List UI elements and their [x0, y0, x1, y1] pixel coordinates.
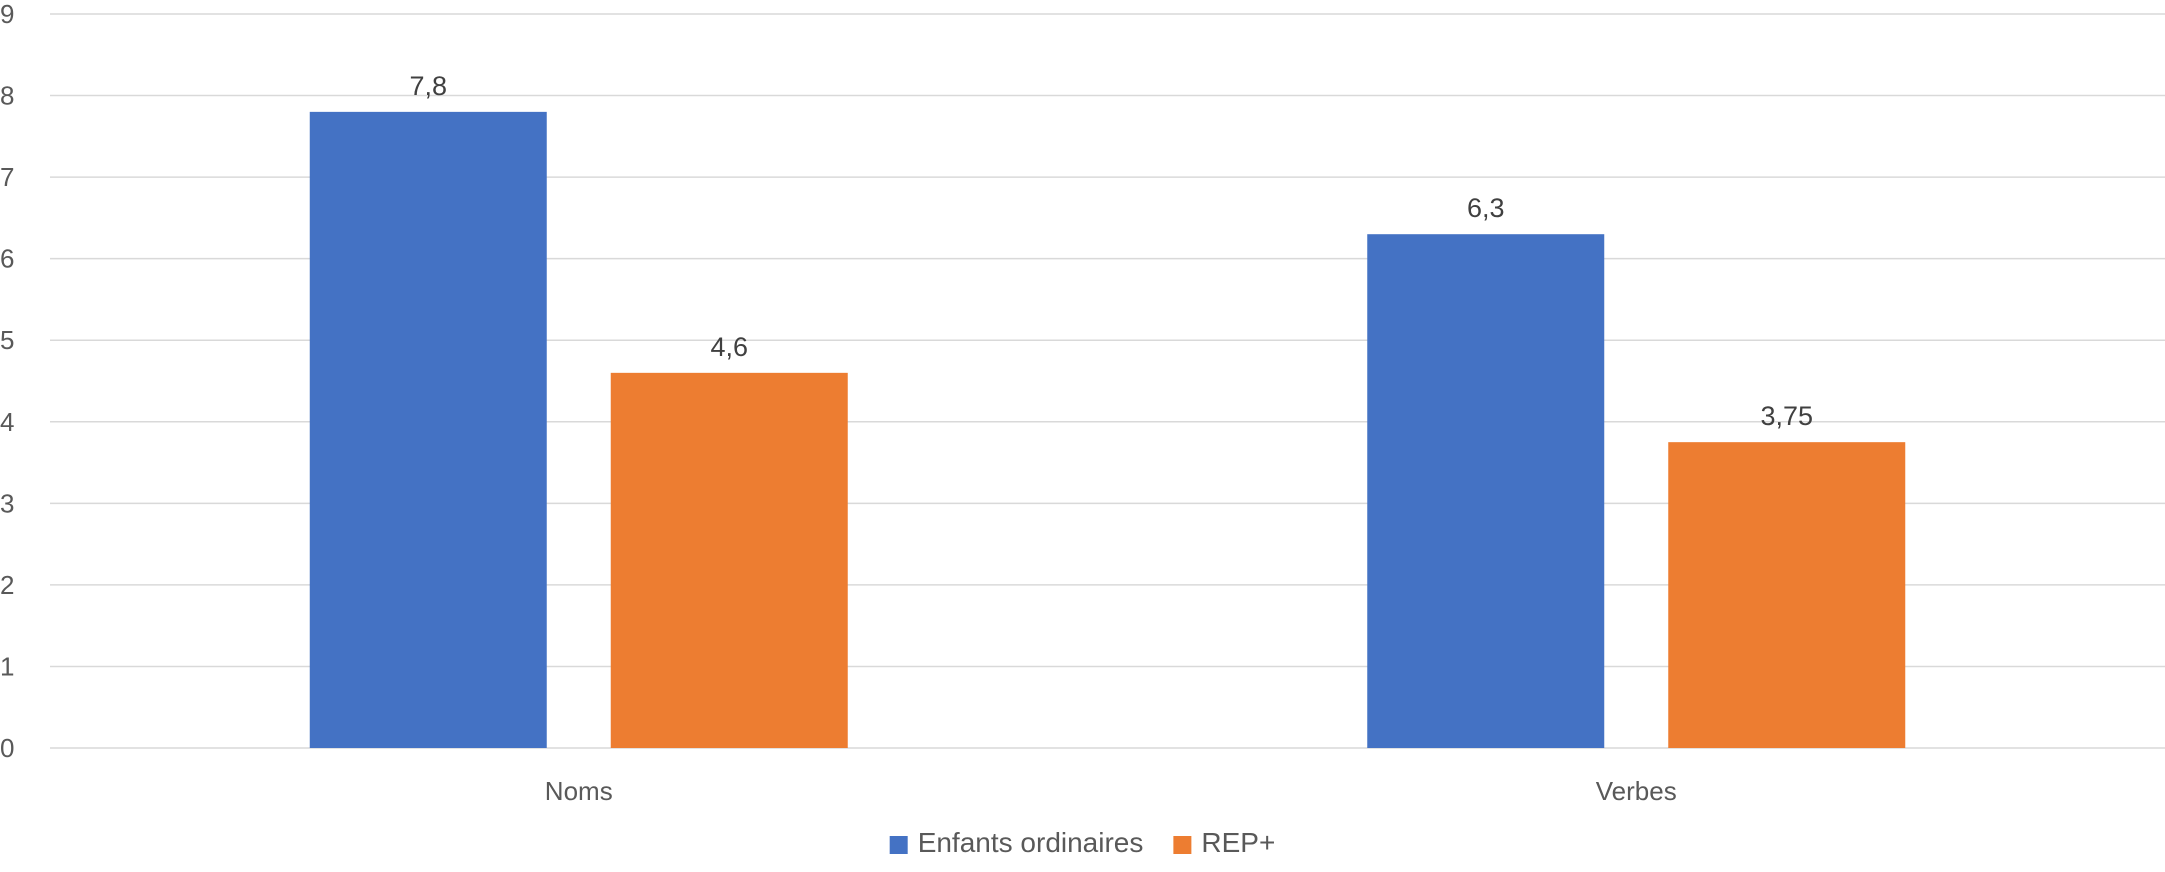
x-category-label: Noms [545, 776, 613, 806]
data-label: 3,75 [1760, 401, 1813, 431]
y-tick-label: 6 [0, 244, 14, 274]
x-axis: Noms Verbes [545, 776, 1677, 806]
y-tick-label: 3 [0, 488, 14, 518]
bar-noms-rep-plus [610, 372, 848, 748]
x-category-label: Verbes [1596, 776, 1677, 806]
y-tick-label: 0 [0, 733, 14, 763]
data-label: 6,3 [1467, 193, 1505, 223]
data-label: 7,8 [409, 71, 447, 101]
bars [309, 111, 1906, 748]
y-tick-label: 4 [0, 407, 14, 437]
y-tick-label: 1 [0, 651, 14, 681]
legend-label: Enfants ordinaires [918, 827, 1144, 858]
legend: Enfants ordinaires REP+ [889, 827, 1275, 858]
y-tick-label: 9 [0, 0, 14, 29]
legend-swatch [889, 836, 908, 854]
legend-label: REP+ [1201, 827, 1275, 858]
bar-verbes-enfants-ordinaires [1367, 234, 1605, 748]
y-tick-label: 7 [0, 162, 14, 192]
bar-verbes-rep-plus [1668, 442, 1906, 748]
data-labels: 7,8 4,6 6,3 3,75 [409, 71, 1813, 431]
legend-swatch [1173, 836, 1192, 854]
y-tick-label: 5 [0, 325, 14, 355]
y-tick-label: 2 [0, 570, 14, 600]
bar-noms-enfants-ordinaires [309, 111, 547, 748]
y-tick-label: 8 [0, 81, 14, 111]
y-axis: 0 1 2 3 4 5 6 7 8 9 [0, 0, 14, 763]
data-label: 4,6 [710, 332, 748, 362]
